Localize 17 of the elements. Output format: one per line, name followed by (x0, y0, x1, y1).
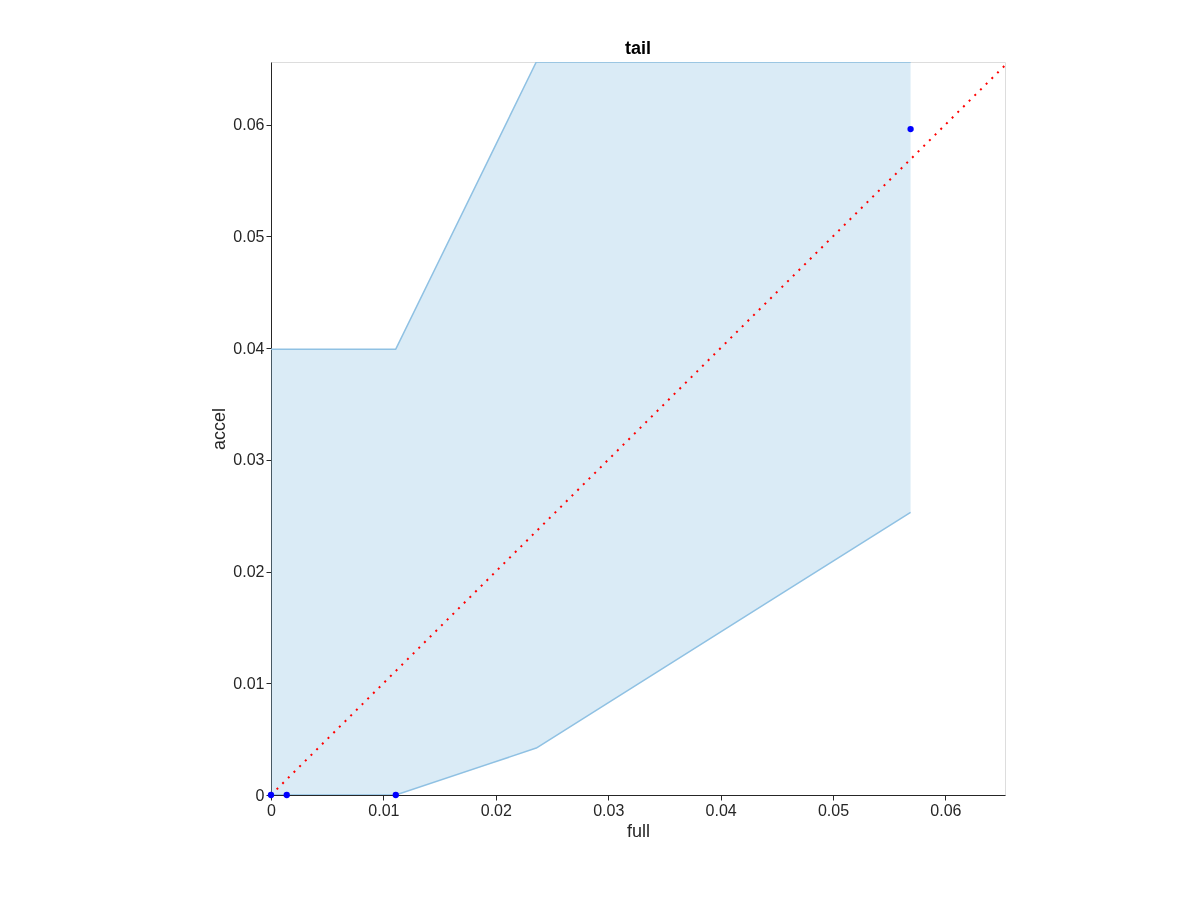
x-tick-label: 0.05 (817, 801, 850, 819)
chart-title: tail (624, 38, 652, 58)
y-tick-label: 0.02 (233, 563, 265, 581)
y-tick-label: 0 (255, 786, 265, 804)
y-tick-label: 0.05 (233, 227, 265, 245)
x-tick-label: 0.04 (705, 801, 737, 819)
y-tick-label: 0.01 (233, 674, 265, 692)
y-tick-label: 0.06 (233, 116, 265, 134)
x-tick-label: 0.02 (480, 801, 512, 819)
y-tick-label: 0.04 (233, 339, 265, 357)
y-tick-label: 0.03 (233, 451, 265, 469)
x-tick-label: 0.01 (368, 801, 400, 819)
x-tick-label: 0.06 (930, 801, 962, 819)
y-axis-title: accel (209, 407, 230, 451)
x-tick-label: 0 (267, 801, 277, 819)
x-tick-label: 0.03 (593, 801, 625, 819)
x-axis-title: full (626, 820, 651, 841)
